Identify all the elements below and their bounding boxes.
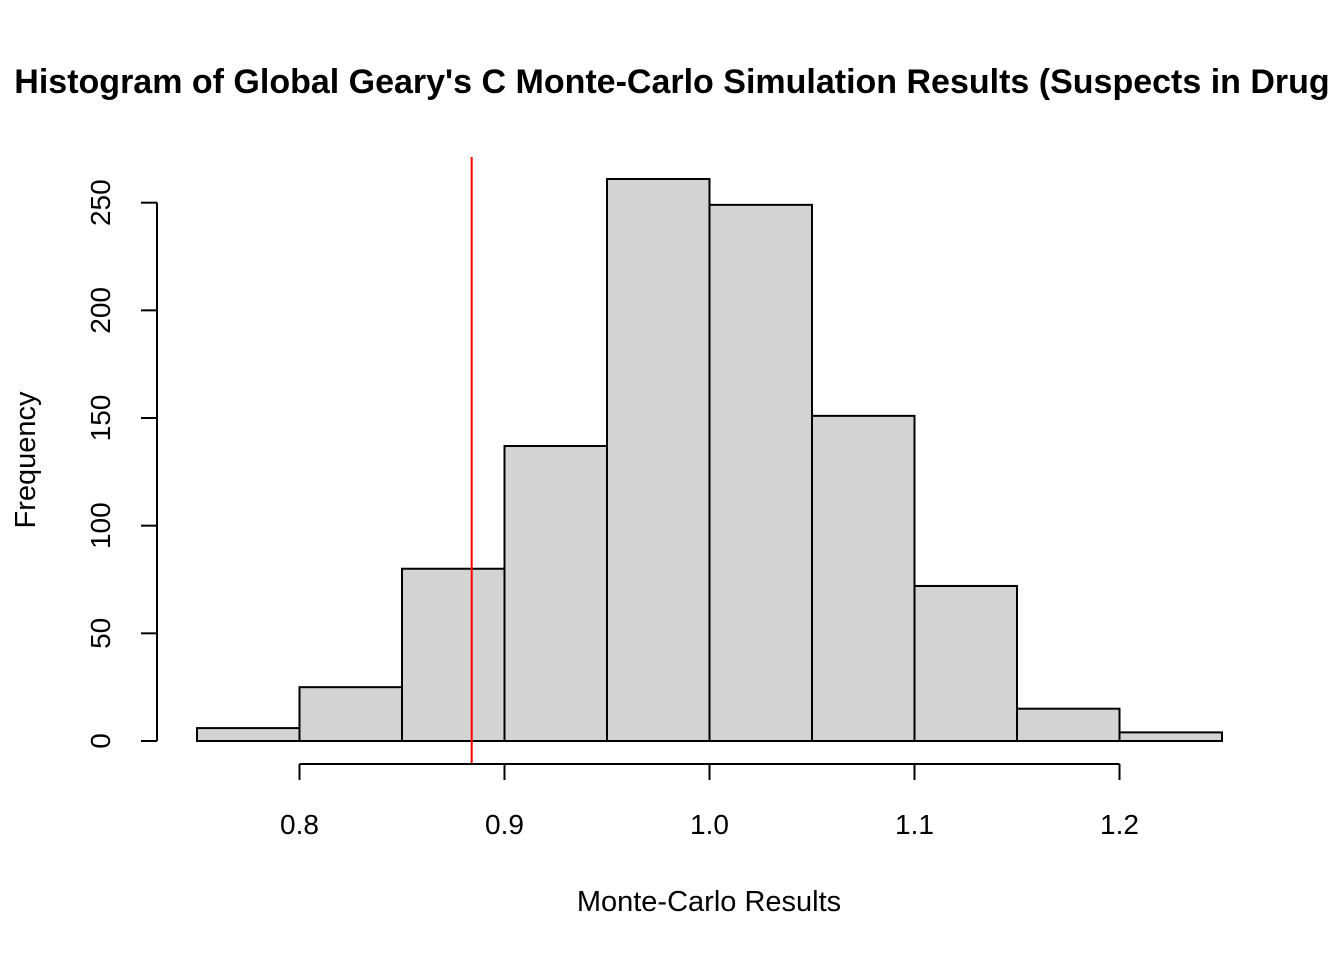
histogram-bar-7 bbox=[913, 584, 1018, 742]
x-axis: 0.8 0.9 1.0 1.1 1.2 bbox=[280, 763, 1139, 840]
histogram-bar-2 bbox=[401, 567, 506, 742]
histogram-bar-6 bbox=[811, 414, 916, 742]
x-tick-label: 0.8 bbox=[280, 809, 319, 840]
x-tick-label: 1.0 bbox=[690, 809, 729, 840]
histogram-bar-9 bbox=[1118, 731, 1223, 742]
y-tick-label: 250 bbox=[85, 179, 116, 226]
histogram-bar-3 bbox=[503, 445, 608, 742]
y-tick-label: 150 bbox=[85, 395, 116, 442]
x-tick-label: 0.9 bbox=[485, 809, 524, 840]
histogram-bar-8 bbox=[1016, 707, 1121, 743]
y-tick-label: 50 bbox=[85, 618, 116, 649]
histogram-bar-1 bbox=[298, 686, 403, 742]
histogram-bar-4 bbox=[606, 178, 711, 742]
histogram-bar-0 bbox=[196, 727, 301, 742]
x-tick-label: 1.2 bbox=[1100, 809, 1139, 840]
y-tick-label: 100 bbox=[85, 502, 116, 549]
y-axis: 0 50 100 150 200 250 bbox=[85, 179, 158, 749]
y-tick-label: 0 bbox=[85, 733, 116, 749]
x-axis-label: Monte-Carlo Results bbox=[577, 886, 841, 918]
y-axis-label: Frequency bbox=[10, 391, 42, 529]
histogram-bar-5 bbox=[708, 203, 813, 743]
chart-title: Histogram of Global Geary's C Monte-Carl… bbox=[14, 63, 1329, 101]
bars-group bbox=[196, 178, 1223, 743]
y-tick-label: 200 bbox=[85, 287, 116, 334]
x-tick-label: 1.1 bbox=[895, 809, 934, 840]
